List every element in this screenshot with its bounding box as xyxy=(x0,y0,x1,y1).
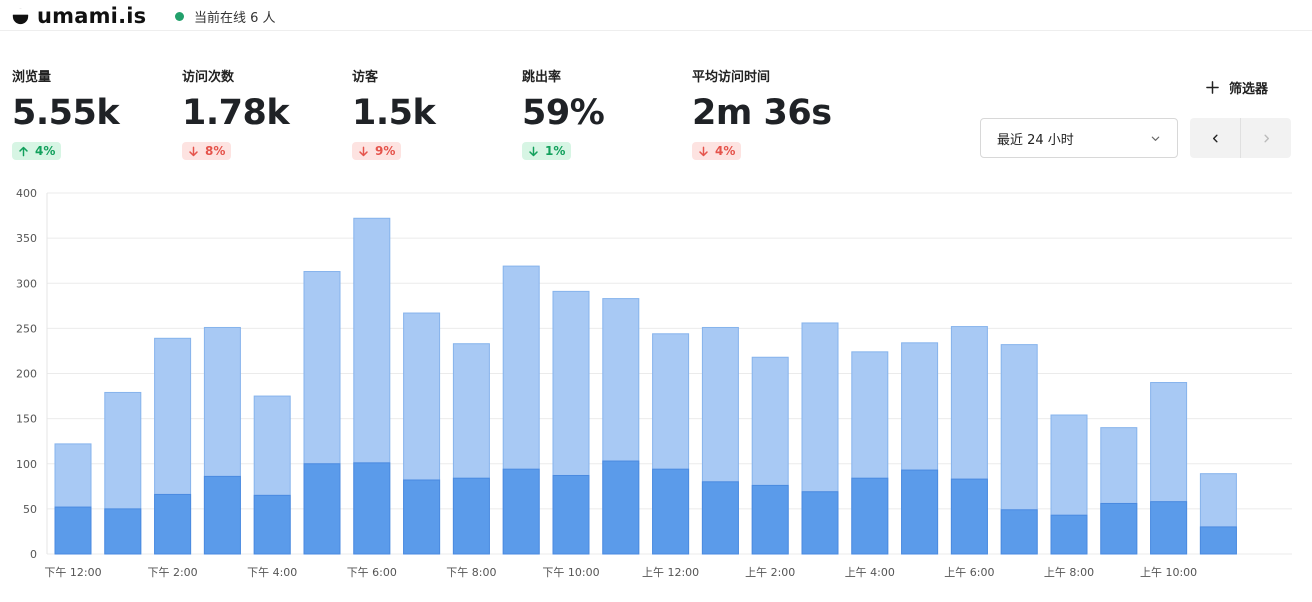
y-tick-label: 350 xyxy=(16,232,37,245)
arrow-down-icon xyxy=(699,146,708,156)
y-tick-label: 250 xyxy=(16,322,37,335)
metric-label: 跳出率 xyxy=(522,70,562,85)
brand-logo[interactable]: umami.is xyxy=(12,4,146,28)
brand-name: umami.is xyxy=(37,4,147,28)
bar-visitors xyxy=(1100,502,1138,555)
x-tick-label: 下午 8:00 xyxy=(446,566,496,579)
y-tick-label: 50 xyxy=(23,503,37,516)
chevron-down-icon xyxy=(1151,136,1160,141)
metric-change: 4% xyxy=(35,144,56,158)
x-tick-label: 下午 6:00 xyxy=(347,566,397,579)
metric-label: 访问次数 xyxy=(182,70,235,85)
metric-change-badge: 1% xyxy=(522,142,572,160)
x-tick-label: 上午 6:00 xyxy=(944,566,994,579)
chevron-left-icon xyxy=(1212,134,1218,142)
traffic-bar-chart: 0 50 100 150 200 250 300 350 400 下午 12:00 下午 2:00 下… xyxy=(16,187,1292,579)
metric-change: 8% xyxy=(205,144,226,158)
bar-visitors xyxy=(602,460,640,555)
y-tick-label: 150 xyxy=(16,413,37,426)
bar-visitors xyxy=(54,506,92,555)
bar-visitors xyxy=(652,468,690,555)
metric-visitors: 访客 1.5k 9% xyxy=(352,66,436,161)
online-status: 当前在线 6 人 xyxy=(175,7,276,26)
metric-visits: 访问次数 1.78k 8% xyxy=(182,66,290,161)
metric-change: 4% xyxy=(715,144,736,158)
bar-visitors xyxy=(253,494,291,555)
metric-value: 2m 36s xyxy=(692,93,832,133)
metric-change: 1% xyxy=(545,144,566,158)
bar-visitors xyxy=(502,468,540,555)
plus-icon xyxy=(1206,81,1219,94)
bar-visitors xyxy=(104,508,142,555)
y-tick-label: 0 xyxy=(30,548,37,561)
next-period-button[interactable] xyxy=(1241,118,1291,158)
metric-change-badge: 9% xyxy=(352,142,402,160)
bar-visitors xyxy=(801,491,839,555)
arrow-down-icon xyxy=(189,146,198,156)
x-tick-label: 上午 12:00 xyxy=(642,566,699,579)
x-tick-label: 下午 10:00 xyxy=(542,566,599,579)
metric-change-badge: 8% xyxy=(182,142,232,160)
bar-visitors xyxy=(154,493,192,555)
bar-visitors xyxy=(751,484,789,555)
x-tick-label: 上午 2:00 xyxy=(745,566,795,579)
metric-label: 访客 xyxy=(352,70,379,85)
online-text: 当前在线 6 人 xyxy=(194,11,276,26)
umami-logo-icon xyxy=(12,8,29,24)
metric-bounce-rate: 跳出率 59% 1% xyxy=(522,66,605,161)
y-tick-label: 300 xyxy=(16,277,37,290)
bar-visitors xyxy=(1199,526,1237,555)
y-tick-label: 400 xyxy=(16,187,37,200)
date-range-value: 最近 24 小时 xyxy=(997,132,1074,148)
x-tick-label: 上午 8:00 xyxy=(1044,566,1094,579)
y-tick-label: 200 xyxy=(16,368,37,381)
metric-value: 5.55k xyxy=(12,93,120,133)
x-tick-label: 上午 4:00 xyxy=(845,566,895,579)
date-range-select[interactable]: 最近 24 小时 xyxy=(980,118,1178,158)
metric-avg-visit-time: 平均访问时间 2m 36s 4% xyxy=(692,66,832,161)
chevron-right-icon xyxy=(1263,134,1269,142)
metric-value: 1.5k xyxy=(352,93,436,133)
arrow-down-icon xyxy=(529,146,538,156)
bar-visitors xyxy=(353,462,391,555)
bar-visitors xyxy=(701,481,739,555)
filter-button[interactable]: 筛选器 xyxy=(1206,78,1268,97)
metric-change-badge: 4% xyxy=(692,142,742,160)
metric-label: 平均访问时间 xyxy=(692,70,771,85)
metric-pageviews: 浏览量 5.55k 4% xyxy=(12,66,120,161)
bar-visitors xyxy=(452,477,490,555)
bar-visitors xyxy=(1000,509,1038,555)
x-tick-label: 下午 2:00 xyxy=(147,566,197,579)
metric-change-badge: 4% xyxy=(12,142,62,160)
arrow-down-icon xyxy=(359,146,368,156)
metric-change: 9% xyxy=(375,144,396,158)
previous-period-button[interactable] xyxy=(1190,118,1241,158)
metric-value: 1.78k xyxy=(182,93,290,133)
bar-visitors xyxy=(1050,514,1088,555)
x-tick-label: 下午 12:00 xyxy=(44,566,101,579)
bar-visitors xyxy=(950,478,988,555)
bar-visitors xyxy=(303,463,341,555)
bar-visitors xyxy=(203,475,241,555)
metric-value: 59% xyxy=(522,93,605,133)
x-tick-label: 上午 10:00 xyxy=(1140,566,1197,579)
bar-visitors xyxy=(851,477,889,555)
bar-visitors xyxy=(1150,501,1188,555)
date-nav xyxy=(1190,118,1292,158)
online-dot-icon xyxy=(175,12,184,21)
bar-visitors xyxy=(901,469,939,555)
filter-label: 筛选器 xyxy=(1229,82,1269,97)
arrow-up-icon xyxy=(19,146,28,156)
x-tick-label: 下午 4:00 xyxy=(247,566,297,579)
bar-visitors xyxy=(403,479,441,555)
top-bar: umami.is 当前在线 6 人 xyxy=(0,0,1312,31)
y-tick-label: 100 xyxy=(16,458,37,471)
metric-label: 浏览量 xyxy=(12,70,52,85)
bar-visitors xyxy=(552,474,590,555)
